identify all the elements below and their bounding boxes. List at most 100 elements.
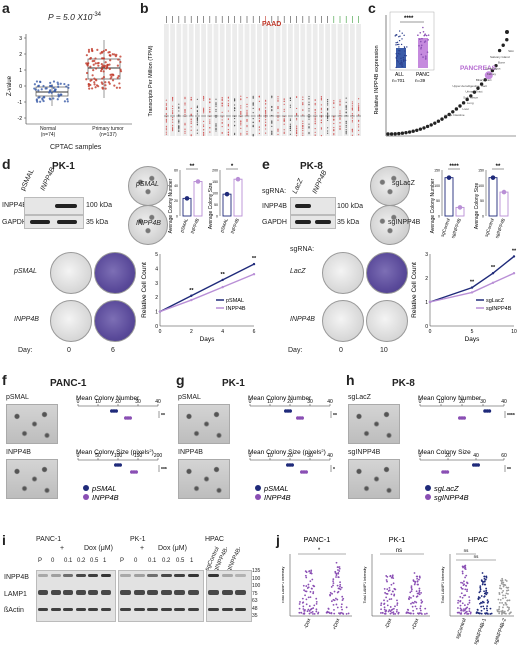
b-point [178, 120, 180, 123]
b-point [234, 104, 236, 106]
j-point [485, 591, 487, 593]
inset-point [399, 35, 401, 37]
plate-d-inpp4b-day6 [94, 300, 136, 342]
b-point [333, 134, 335, 136]
j-point [312, 591, 315, 593]
j-point [485, 612, 487, 615]
dot-point [476, 463, 480, 467]
a-ytick: 0 [19, 84, 22, 90]
b-point [320, 99, 322, 101]
panel-e-plate-sginpp4b [370, 205, 410, 245]
j-point [486, 601, 489, 604]
bar-stars: * [231, 164, 234, 170]
a-point [40, 88, 43, 91]
dot-point [134, 470, 138, 474]
b-point [178, 125, 180, 127]
c-point [476, 86, 480, 90]
a-point [111, 79, 115, 82]
j-point [339, 588, 342, 591]
svg-text:Total LAMP1 Intensity: Total LAMP1 Intensity [441, 567, 445, 604]
a-point [58, 94, 61, 97]
j-point [467, 612, 470, 615]
a-point [87, 48, 91, 51]
b-point [246, 109, 248, 111]
dot-point [128, 416, 132, 420]
b-point [351, 134, 353, 136]
growth-point [190, 294, 193, 297]
a-point [89, 65, 92, 68]
b-point [314, 118, 316, 120]
b-point [339, 117, 341, 119]
j-point [385, 579, 388, 581]
panel-label-j: j [276, 532, 280, 548]
bar [444, 177, 454, 217]
j-point [397, 612, 400, 615]
tissue-label: Salivary Gland [490, 55, 510, 59]
line-ytick: 3 [155, 281, 158, 287]
bar [233, 178, 243, 217]
j-point [334, 571, 337, 574]
line-xtick: 5 [471, 329, 474, 335]
b-point [234, 133, 236, 136]
panel-i-group-hpac: HPAC [205, 536, 224, 543]
j-point [386, 604, 389, 607]
b-point [184, 111, 186, 114]
a-point [66, 97, 69, 101]
plate-e-lacz-day0 [322, 252, 364, 294]
a-point [86, 63, 89, 66]
b-point [172, 98, 174, 100]
a-ytick: -1 [18, 100, 23, 106]
bar-ytick: 50 [214, 203, 218, 207]
bar-ytick: 100 [478, 184, 484, 188]
j-point [345, 606, 348, 609]
a-point [42, 99, 45, 103]
inset-point [403, 34, 405, 37]
a-point [57, 85, 60, 88]
j-point [335, 576, 337, 578]
b-point [277, 130, 279, 132]
inset-point [398, 36, 400, 38]
j-point [386, 588, 389, 591]
j-point [420, 599, 423, 602]
b-point [265, 119, 267, 121]
a-point [101, 57, 105, 60]
a-point [88, 87, 91, 90]
c-point [461, 101, 466, 105]
b-point [283, 129, 285, 131]
i-lane-label: 0.2 [77, 558, 86, 564]
panel-label-g: g [176, 372, 185, 388]
b-point [227, 128, 229, 131]
j-point [416, 592, 419, 595]
bar-ytick: 60 [174, 169, 178, 173]
b-point [240, 99, 242, 101]
b-point [165, 108, 167, 111]
b-point [345, 131, 347, 133]
j-point [345, 613, 348, 615]
panel-e-kda-1: 100 kDa [337, 203, 364, 210]
panel-g-micrograph-1 [178, 404, 230, 444]
i-lane-label: 0 [134, 558, 138, 564]
tumor-box [85, 40, 123, 98]
b-point [215, 110, 217, 112]
a-point [33, 83, 36, 86]
dot-stars: **** [507, 413, 515, 419]
j-point [339, 583, 342, 586]
b-point [283, 132, 285, 134]
b-point [358, 103, 360, 105]
b-point [320, 128, 322, 130]
b-point [358, 126, 360, 128]
j-point [304, 574, 307, 577]
j-point [485, 593, 488, 596]
j-point [480, 605, 483, 608]
j-point [460, 581, 462, 584]
b-point [227, 105, 229, 107]
b-point [265, 121, 267, 123]
a-point [101, 77, 104, 80]
b-point [215, 116, 217, 118]
b-column [170, 24, 175, 136]
b-point [203, 129, 205, 131]
a-point [107, 81, 110, 84]
inset-point [399, 63, 402, 65]
j-point [425, 612, 428, 615]
a-point [49, 84, 53, 88]
